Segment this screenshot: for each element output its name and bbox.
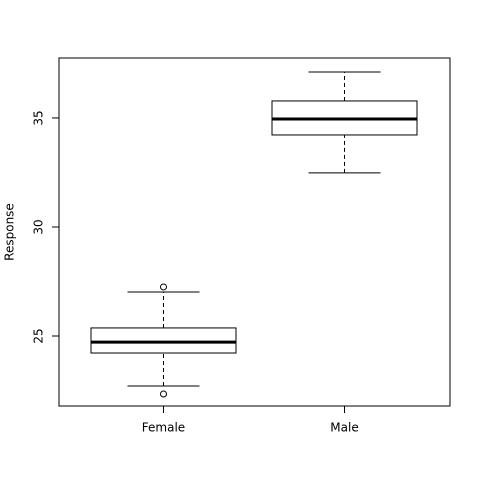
y-tick-label: 25 <box>32 328 46 343</box>
y-axis-label: Response <box>3 203 17 261</box>
x-tick-label: Male <box>330 421 358 435</box>
plot-frame <box>58 57 451 407</box>
outlier <box>160 283 167 291</box>
y-tick-label: 30 <box>32 219 46 234</box>
x-tick-label: Female <box>142 421 185 435</box>
outlier <box>160 390 167 398</box>
y-tick-label: 35 <box>32 110 46 125</box>
box <box>90 327 237 354</box>
